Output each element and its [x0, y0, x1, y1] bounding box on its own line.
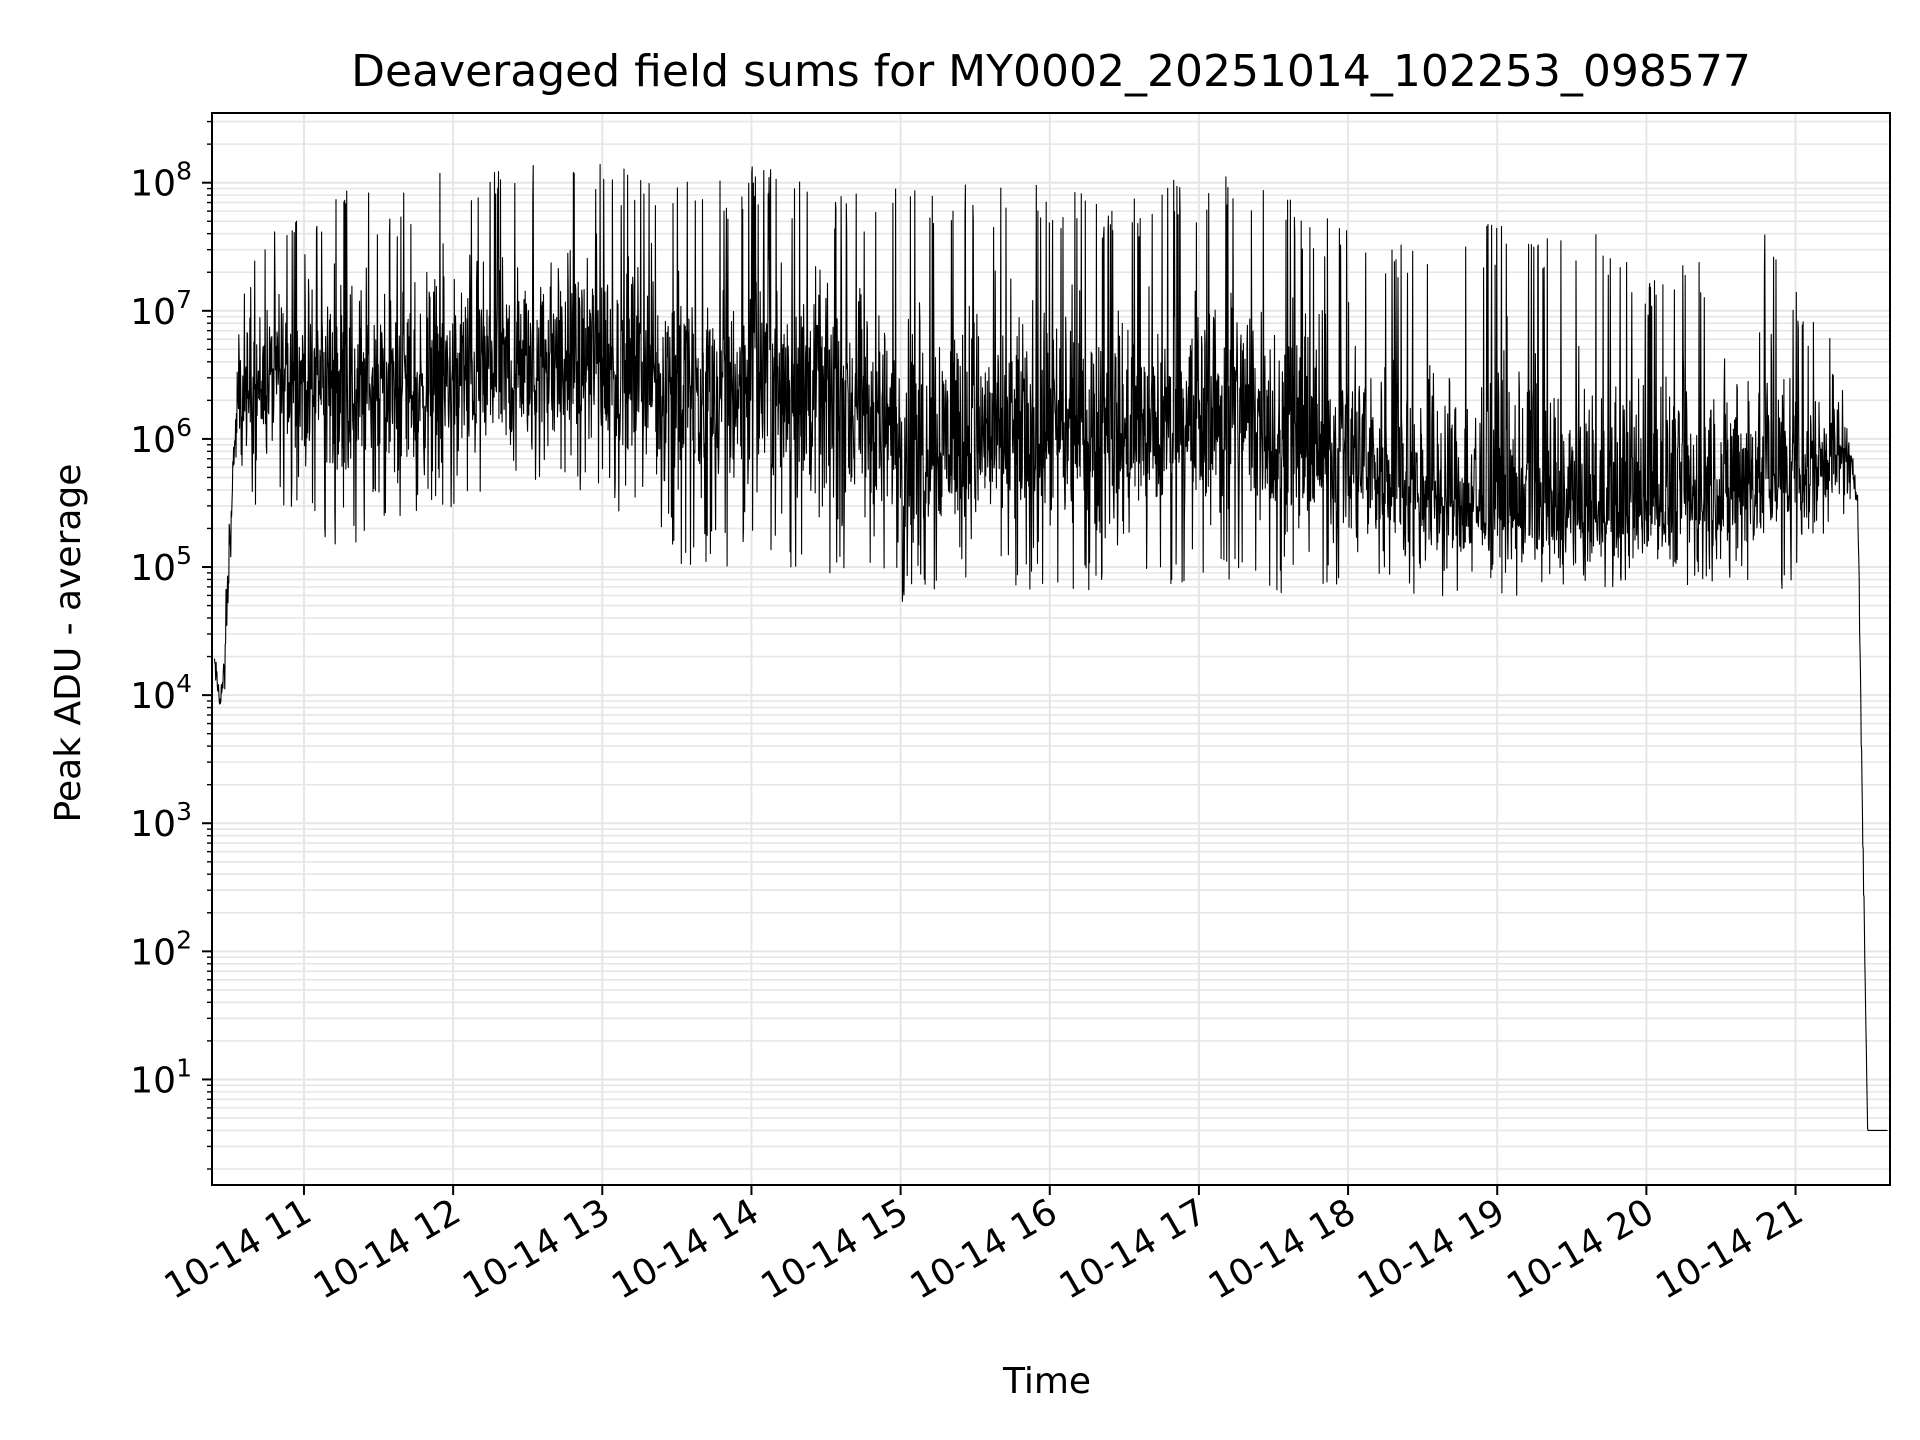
y-axis-label: Peak ADU - average [48, 464, 89, 823]
y-tick-label: 104 [130, 669, 192, 717]
y-tick-label: 106 [130, 413, 192, 461]
y-tick-label: 102 [130, 925, 192, 973]
plot-frame [211, 112, 1891, 1186]
x-axis-label: Time [1002, 1361, 1091, 1402]
y-tick-label: 101 [130, 1053, 192, 1101]
series-layer [213, 163, 1888, 1131]
series-line [213, 163, 1888, 1131]
y-tick-label: 105 [130, 541, 192, 589]
y-tick-label: 103 [130, 797, 192, 845]
y-tick-label: 108 [130, 157, 192, 205]
y-tick-label: 107 [130, 285, 192, 333]
chart-title: Deaveraged field sums for MY0002_2025101… [351, 46, 1751, 97]
